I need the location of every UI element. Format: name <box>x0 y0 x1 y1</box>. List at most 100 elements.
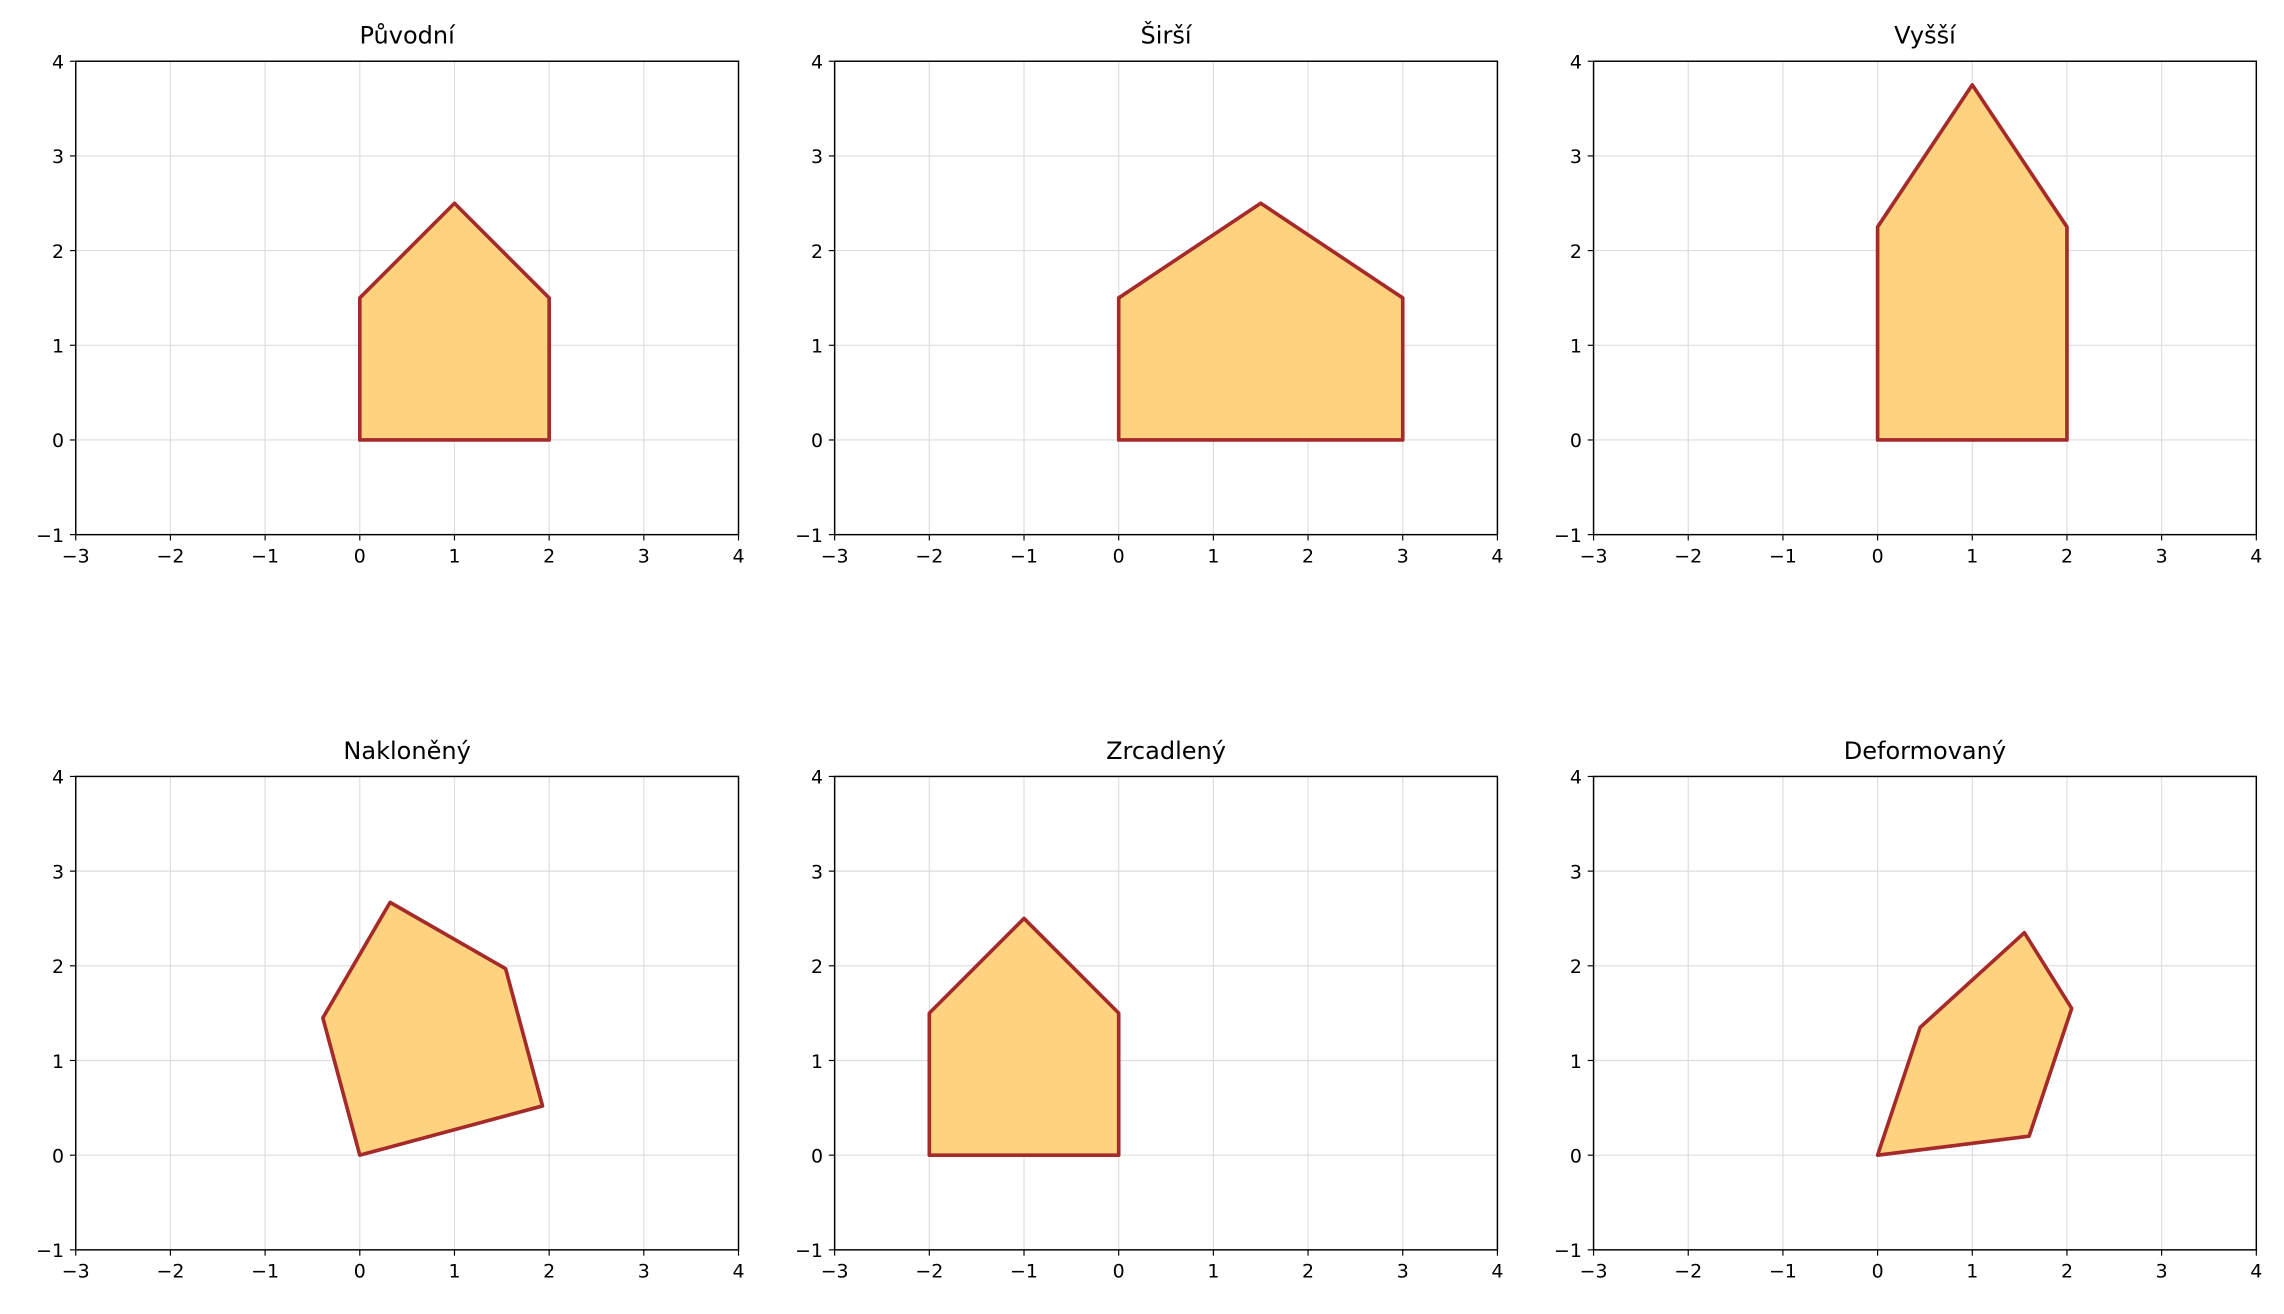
x-tick-label: 0 <box>1113 545 1125 567</box>
chart-title: Zrcadlený <box>1106 737 1226 765</box>
x-tick-label: −3 <box>62 1261 90 1283</box>
y-tick-label: 1 <box>52 1051 64 1073</box>
y-tick-label: 3 <box>52 146 64 168</box>
shape <box>1875 83 2069 442</box>
chart-title: Původní <box>359 22 456 50</box>
y-tick-label: 3 <box>1570 861 1582 883</box>
x-tick-label: 1 <box>1966 545 1978 567</box>
x-tick-label: 2 <box>543 1261 555 1283</box>
x-tick-label: −1 <box>1769 545 1797 567</box>
y-tick-label: 4 <box>811 767 823 789</box>
x-tick-label: 3 <box>638 545 650 567</box>
x-tick-label: 1 <box>448 1261 460 1283</box>
x-tick-label: 0 <box>1872 1261 1884 1283</box>
shape <box>357 201 551 442</box>
x-tick-label: −2 <box>156 545 184 567</box>
y-tick-label: −1 <box>1554 1240 1582 1262</box>
chart-title: Deformovaný <box>1844 737 2006 765</box>
x-tick-label: 4 <box>1491 545 1503 567</box>
y-tick-label: −1 <box>36 1240 64 1262</box>
x-tick-label: 4 <box>2250 545 2262 567</box>
shape <box>927 916 1121 1157</box>
y-tick-label: 4 <box>52 767 64 789</box>
chart-title: Nakloněný <box>343 737 470 765</box>
x-tick-label: 2 <box>1302 1261 1314 1283</box>
x-tick-label: 2 <box>1302 545 1314 567</box>
y-tick-label: 0 <box>811 430 823 452</box>
y-tick-label: −1 <box>36 525 64 547</box>
x-tick-label: 1 <box>1966 1261 1978 1283</box>
y-tick-label: 1 <box>811 1051 823 1073</box>
y-tick-label: 0 <box>1570 1145 1582 1167</box>
x-tick-label: 0 <box>1872 545 1884 567</box>
y-tick-label: 2 <box>52 956 64 978</box>
shape <box>1875 930 2074 1157</box>
y-tick-label: −1 <box>795 525 823 547</box>
y-tick-label: 1 <box>1570 1051 1582 1073</box>
x-tick-label: 2 <box>543 545 555 567</box>
x-tick-label: −3 <box>821 545 849 567</box>
x-tick-label: 4 <box>732 545 744 567</box>
y-tick-label: −1 <box>795 1240 823 1262</box>
shape <box>1116 201 1405 442</box>
x-tick-label: 3 <box>2156 1261 2168 1283</box>
x-tick-label: −2 <box>156 1261 184 1283</box>
y-tick-label: 3 <box>52 861 64 883</box>
x-tick-label: 2 <box>2061 1261 2073 1283</box>
y-tick-label: 2 <box>1570 956 1582 978</box>
y-tick-label: 2 <box>1570 241 1582 263</box>
y-tick-label: 1 <box>52 336 64 358</box>
y-tick-label: 2 <box>811 956 823 978</box>
x-tick-label: −2 <box>1674 545 1702 567</box>
plot-frame <box>75 60 740 536</box>
x-tick-label: 2 <box>2061 545 2073 567</box>
y-tick-label: 1 <box>811 336 823 358</box>
plot-frame <box>833 60 1499 536</box>
x-tick-label: 4 <box>2250 1261 2262 1283</box>
x-tick-label: −2 <box>915 1261 943 1283</box>
x-tick-label: 3 <box>638 1261 650 1283</box>
x-tick-label: 3 <box>2156 545 2168 567</box>
y-tick-label: 4 <box>811 52 823 74</box>
x-tick-label: −3 <box>821 1261 849 1283</box>
y-tick-label: 4 <box>52 52 64 74</box>
plot-frame <box>1592 60 2258 536</box>
x-tick-label: 0 <box>354 545 366 567</box>
y-tick-label: 3 <box>1570 146 1582 168</box>
x-tick-label: −1 <box>1010 545 1038 567</box>
y-tick-label: 0 <box>811 1145 823 1167</box>
x-tick-label: 4 <box>1491 1261 1503 1283</box>
x-tick-label: −3 <box>1580 545 1608 567</box>
chart-title: Širší <box>1141 20 1193 50</box>
y-tick-label: 2 <box>52 241 64 263</box>
chart-title: Vyšší <box>1894 22 1957 50</box>
x-tick-label: 4 <box>732 1261 744 1283</box>
plot-frame <box>75 775 740 1251</box>
y-tick-label: 2 <box>811 241 823 263</box>
y-tick-label: 1 <box>1570 336 1582 358</box>
plot-frame <box>1592 775 2258 1251</box>
x-tick-label: −2 <box>915 545 943 567</box>
plot-frame <box>833 775 1499 1251</box>
x-tick-label: −1 <box>1769 1261 1797 1283</box>
x-tick-label: −2 <box>1674 1261 1702 1283</box>
x-tick-label: 3 <box>1397 545 1409 567</box>
x-tick-label: −1 <box>1010 1261 1038 1283</box>
y-tick-label: 0 <box>1570 430 1582 452</box>
y-tick-label: 0 <box>52 1145 64 1167</box>
x-tick-label: −1 <box>251 545 279 567</box>
x-tick-label: 0 <box>1113 1261 1125 1283</box>
x-tick-label: −1 <box>251 1261 279 1283</box>
x-tick-label: 3 <box>1397 1261 1409 1283</box>
y-tick-label: 3 <box>811 146 823 168</box>
y-tick-label: 0 <box>52 430 64 452</box>
x-tick-label: 1 <box>448 545 460 567</box>
x-tick-label: 0 <box>354 1261 366 1283</box>
x-tick-label: 1 <box>1207 1261 1219 1283</box>
x-tick-label: 1 <box>1207 545 1219 567</box>
shape <box>321 900 545 1157</box>
y-tick-label: 3 <box>811 861 823 883</box>
y-tick-label: −1 <box>1554 525 1582 547</box>
